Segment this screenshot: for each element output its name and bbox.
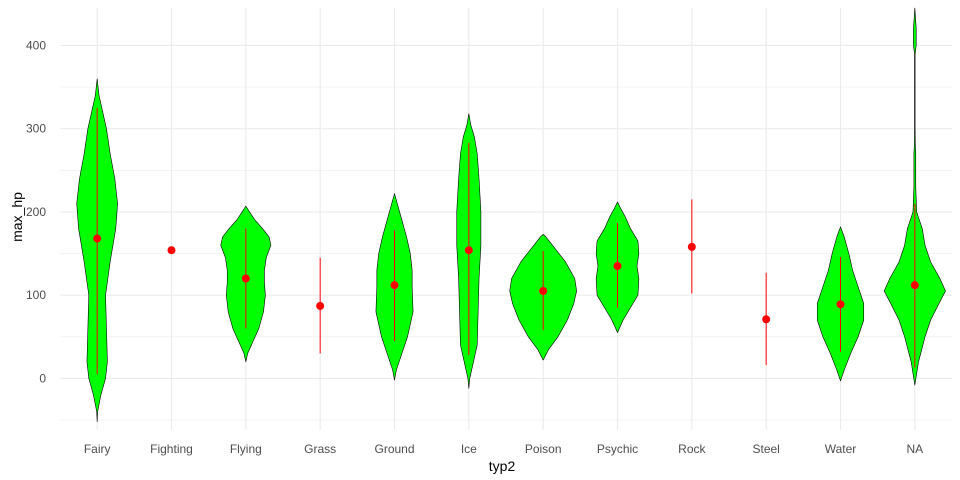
x-tick-label-ice: Ice [461, 442, 477, 456]
gridlines [60, 8, 952, 430]
mean-point-na [910, 281, 919, 290]
violins [76, 7, 946, 422]
mean-point-rock [687, 242, 696, 251]
mean-point-poison [539, 286, 548, 295]
mean-point-steel [762, 315, 771, 324]
mean-point-ice [464, 246, 473, 255]
x-tick-label-ground: Ground [374, 442, 414, 456]
mean-point-water [836, 300, 845, 309]
mean-point-fairy [93, 234, 102, 243]
y-tick-label: 300 [26, 122, 46, 136]
y-axis-title: max_hp [9, 192, 25, 242]
y-tick-label: 0 [39, 371, 46, 385]
x-tick-label-rock: Rock [678, 442, 706, 456]
violin-na [883, 7, 946, 386]
mean-point-fighting [167, 246, 176, 255]
x-tick-label-psychic: Psychic [597, 442, 638, 456]
x-tick-label-na: NA [906, 442, 923, 456]
mean-point-grass [316, 301, 325, 310]
x-tick-label-grass: Grass [304, 442, 336, 456]
y-tick-label: 400 [26, 38, 46, 52]
x-axis-title: typ2 [489, 458, 516, 474]
x-tick-label-fighting: Fighting [150, 442, 193, 456]
mean-point-psychic [613, 262, 622, 271]
x-tick-label-poison: Poison [525, 442, 562, 456]
summary-markers [93, 107, 919, 375]
y-tick-label: 100 [26, 288, 46, 302]
y-tick-label: 200 [26, 205, 46, 219]
x-tick-label-fairy: Fairy [84, 442, 111, 456]
x-tick-label-flying: Flying [230, 442, 262, 456]
x-tick-label-water: Water [825, 442, 857, 456]
y-tick-labels: 0 100 200 300 400 [26, 38, 46, 385]
mean-point-ground [390, 281, 399, 290]
x-tick-label-steel: Steel [752, 442, 779, 456]
x-tick-labels: Fairy Fighting Flying Grass Ground Ice Poison P… [84, 442, 923, 456]
mean-point-flying [241, 274, 250, 283]
